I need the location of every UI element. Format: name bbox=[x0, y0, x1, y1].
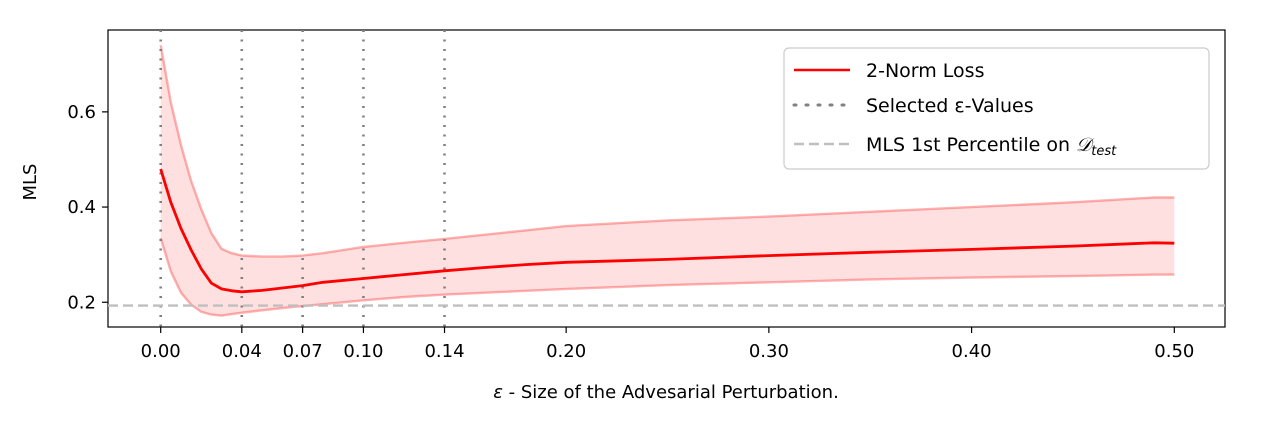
x-tick-label: 0.50 bbox=[1154, 341, 1194, 362]
legend: 2-Norm Loss Selected ε-Values MLS 1st Pe… bbox=[783, 47, 1210, 170]
y-ticks: 0.2 0.4 0.6 bbox=[67, 102, 108, 313]
y-axis-label: MLS bbox=[20, 164, 41, 201]
x-axis-label-symbol: ε bbox=[493, 382, 503, 403]
legend-label-threshold: MLS 1st Percentile on 𝒟test bbox=[866, 134, 1117, 159]
x-tick-label: 0.20 bbox=[546, 341, 586, 362]
band-upper-edge bbox=[159, 44, 1175, 258]
legend-label-selected-values: Selected ε-Values bbox=[866, 95, 1034, 117]
x-tick-label: 0.10 bbox=[343, 341, 383, 362]
legend-threshold-sub: test bbox=[1091, 144, 1117, 159]
confidence-band-layer bbox=[159, 44, 1175, 317]
y-tick-label: 0.4 bbox=[67, 197, 96, 218]
x-tick-label: 0.14 bbox=[424, 341, 464, 362]
legend-label-2norm-loss: 2-Norm Loss bbox=[866, 60, 984, 82]
x-tick-label: 0.30 bbox=[749, 341, 789, 362]
y-tick-label: 0.2 bbox=[67, 292, 96, 313]
x-axis-label: ε - Size of the Advesarial Perturbation. bbox=[493, 382, 839, 403]
confidence-band bbox=[160, 45, 1175, 316]
x-ticks: 0.00 0.04 0.07 0.10 0.14 0.20 0.30 0.40 0.50 bbox=[141, 327, 1194, 362]
legend-threshold-math: 𝒟 bbox=[1076, 134, 1095, 156]
band-lower-edge bbox=[159, 237, 1175, 317]
legend-frame bbox=[783, 47, 1210, 170]
x-tick-label: 0.07 bbox=[283, 341, 323, 362]
x-tick-label: 0.00 bbox=[141, 341, 181, 362]
x-tick-label: 0.04 bbox=[222, 341, 262, 362]
plot-area bbox=[107, 29, 1226, 328]
x-tick-label: 0.40 bbox=[952, 341, 992, 362]
y-tick-label: 0.6 bbox=[67, 102, 96, 123]
mean-line-2norm-loss bbox=[159, 168, 1175, 294]
legend-threshold-text: MLS 1st Percentile on bbox=[866, 134, 1076, 156]
mean-line-layer bbox=[159, 168, 1175, 294]
x-axis-label-text: - Size of the Advesarial Perturbation. bbox=[503, 382, 839, 403]
